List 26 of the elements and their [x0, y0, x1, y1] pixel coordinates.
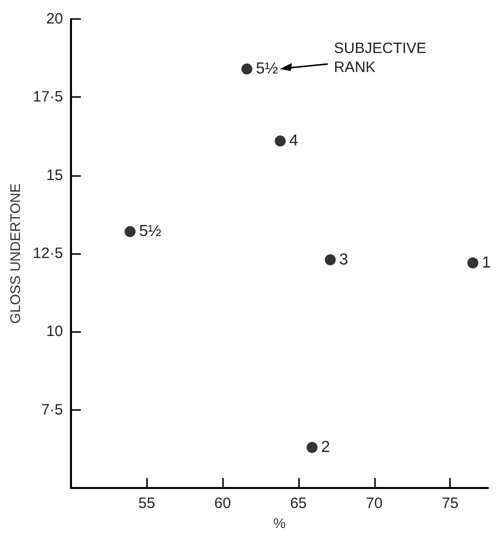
- point: [467, 257, 478, 268]
- y-tick-label: 17·5: [32, 88, 63, 106]
- point: [324, 254, 336, 266]
- x-tick-label: 55: [138, 495, 156, 512]
- y-tick-label: 20: [46, 10, 63, 28]
- annotation: 5½: [256, 60, 278, 78]
- annotation: 4: [289, 132, 298, 150]
- annotation: 5½: [139, 223, 162, 240]
- annotation: 1: [482, 254, 491, 272]
- y-tick-label: 10: [46, 323, 63, 340]
- point: [241, 64, 252, 75]
- annotation: 3: [339, 251, 348, 268]
- y-tick-label: 12·5: [32, 245, 63, 262]
- x-tick-label: 70: [366, 495, 383, 512]
- annotation: SUBJECTIVE RANK: [334, 40, 426, 76]
- x-tick-label: 65: [290, 495, 307, 512]
- y-axis-title: GLOSS UNDERTONE: [7, 183, 23, 324]
- y-tick-label: 15: [46, 166, 63, 184]
- annotation: 2: [321, 438, 330, 456]
- point: [306, 442, 318, 453]
- x-tick-label: 75: [442, 495, 458, 512]
- x-tick-label: 60: [214, 495, 231, 512]
- point: [274, 135, 286, 146]
- y-tick-label: 7·5: [41, 401, 63, 418]
- point: [124, 226, 136, 238]
- x-axis-title: %: [273, 515, 286, 531]
